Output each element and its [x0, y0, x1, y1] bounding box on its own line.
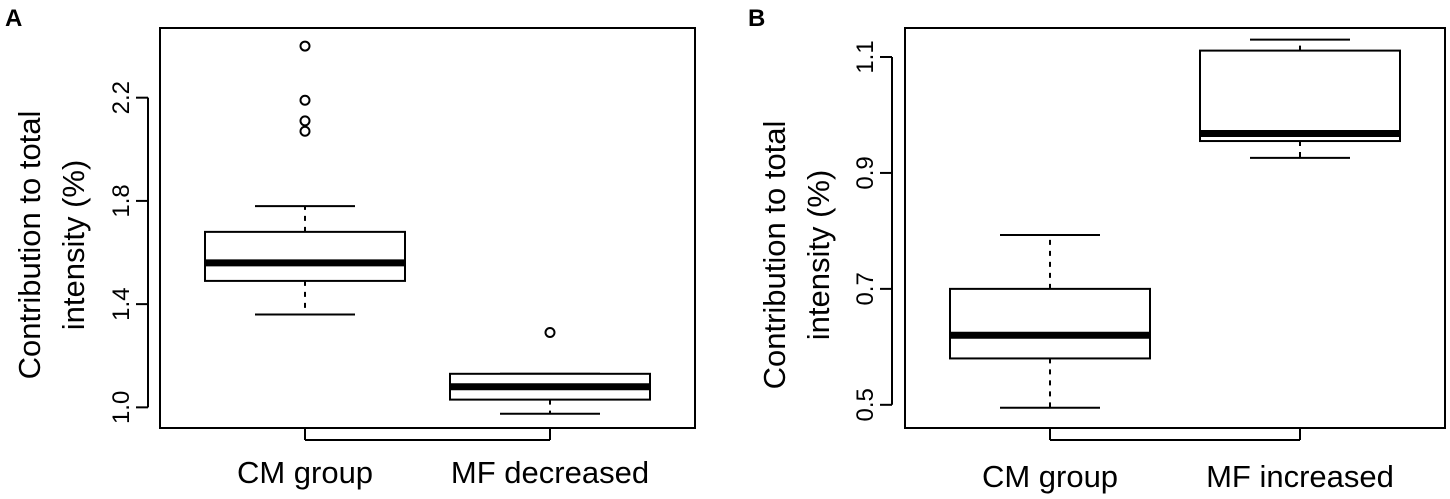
boxes-b — [949, 38, 1401, 409]
outlier-point-0 — [299, 125, 311, 137]
outlier-point-1 — [299, 115, 311, 127]
outlier-point-2 — [299, 94, 311, 106]
y-tick-label-b-1: 0.7 — [852, 272, 879, 305]
y-axis-label-b-line2: intensity (%) — [801, 170, 836, 341]
iqr-box — [1199, 49, 1401, 143]
x-tick-label-b-0: CM group — [982, 459, 1118, 494]
y-tick-label-a-3: 2.2 — [108, 81, 135, 114]
y-ticks-a: 1.0 1.4 1.8 2.2 — [108, 81, 148, 424]
panel-a: A Contribution to total intensity (%) 1.… — [5, 5, 696, 490]
x-tick-label-a-1: MF decreased — [451, 455, 649, 490]
y-tick-label-b-3: 1.1 — [852, 40, 879, 73]
y-ticks-b: 0.5 0.7 0.9 1.1 — [852, 40, 892, 421]
outlier-point-0 — [544, 327, 556, 339]
x-tick-label-b-1: MF increased — [1206, 459, 1394, 494]
y-tick-label-a-2: 1.8 — [108, 184, 135, 217]
iqr-box — [204, 230, 406, 282]
plot-frame-a — [159, 27, 696, 429]
panel-label-a: A — [5, 5, 22, 32]
y-axis-label-b-line1: Contribution to total — [757, 121, 792, 390]
y-tick-label-b-2: 0.9 — [852, 156, 879, 189]
box-b-0 — [949, 233, 1151, 409]
y-tick-label-a-0: 1.0 — [108, 391, 135, 424]
box-a-1 — [449, 327, 651, 415]
y-axis-label-a-line2: intensity (%) — [56, 160, 91, 331]
panel-b: B Contribution to total intensity (%) 0.… — [748, 5, 1446, 494]
panel-label-b: B — [748, 5, 765, 32]
boxes-a — [204, 40, 651, 415]
y-tick-label-b-0: 0.5 — [852, 388, 879, 421]
box-b-1 — [1199, 38, 1401, 159]
plot-frame-b — [904, 27, 1446, 429]
y-tick-label-a-1: 1.4 — [108, 287, 135, 320]
iqr-box — [949, 287, 1151, 360]
y-axis-label-a-line1: Contribution to total — [12, 111, 47, 380]
outlier-point-3 — [299, 40, 311, 52]
box-a-0 — [204, 40, 406, 316]
x-tick-label-a-0: CM group — [237, 455, 373, 490]
